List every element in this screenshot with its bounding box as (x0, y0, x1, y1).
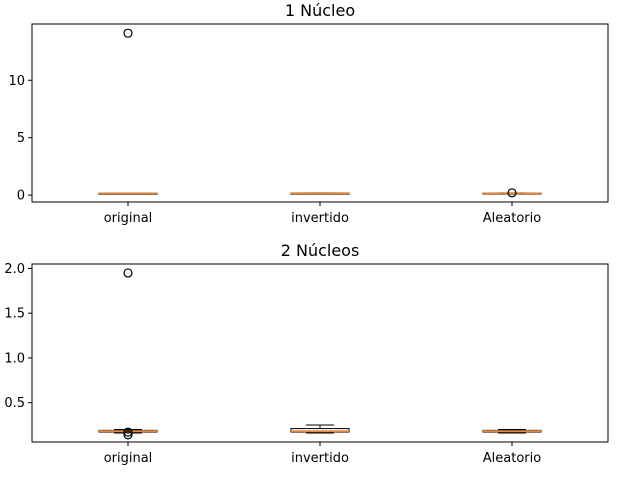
chart-title: 1 Núcleo (285, 1, 355, 20)
y-tick-label: 1.5 (4, 307, 25, 322)
x-tick-label: Aleatorio (483, 211, 541, 226)
box-invertido (290, 192, 350, 195)
x-tick-label: original (104, 211, 153, 226)
box-Aleatorio (482, 428, 542, 434)
plot-frame (31, 263, 609, 443)
outlier-point (123, 427, 133, 437)
y-tick-label: 10 (8, 74, 25, 89)
y-tick-label: 5 (17, 131, 25, 146)
x-tick-label: Aleatorio (483, 451, 541, 466)
box-original (98, 28, 158, 195)
y-tick-label: 0.5 (4, 396, 25, 411)
y-tick-label: 1.0 (4, 351, 25, 366)
chart-title: 2 Núcleos (281, 241, 360, 260)
y-tick-label: 2.0 (4, 262, 25, 277)
box-invertido (290, 424, 350, 434)
box-original (98, 268, 158, 440)
x-tick-label: original (104, 451, 153, 466)
outlier-point (507, 188, 517, 198)
x-tick-label: invertido (291, 451, 349, 466)
subplot-2-nucleos: 2 Núcleos 0.5 1.0 1.5 2.0 original invertido A… (4, 241, 609, 466)
y-tick-label: 0 (17, 189, 25, 204)
plot-frame (31, 23, 609, 203)
box-Aleatorio (482, 188, 542, 198)
subplot-1-nucleo: 1 Núcleo 0 5 10 original invertido Aleatorio (8, 1, 609, 226)
x-tick-label: invertido (291, 211, 349, 226)
outlier-point (123, 268, 133, 278)
outlier-point (123, 28, 133, 38)
outlier-point (123, 430, 133, 440)
